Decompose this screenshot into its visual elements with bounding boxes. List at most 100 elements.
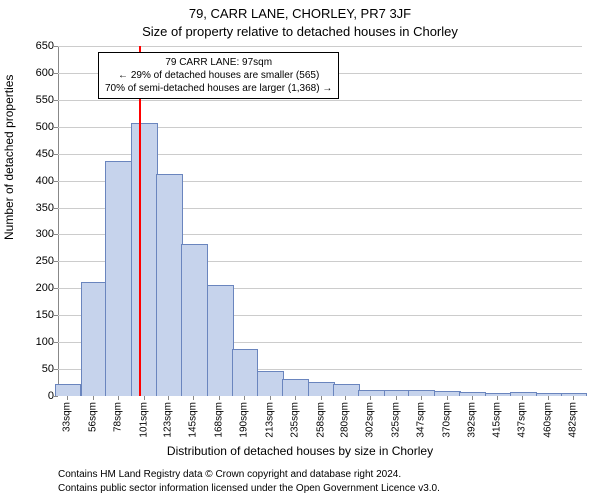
- x-tick-mark: [447, 396, 448, 400]
- x-tick-label: 123sqm: [163, 402, 174, 438]
- histogram-bar: [510, 392, 537, 396]
- y-tick-mark: [54, 73, 58, 74]
- x-tick-mark: [270, 396, 271, 400]
- x-tick-mark: [144, 396, 145, 400]
- y-tick-label: 400: [36, 175, 54, 187]
- y-tick-label: 550: [36, 94, 54, 106]
- histogram-bar: [181, 244, 208, 396]
- y-tick-mark: [54, 369, 58, 370]
- x-tick-mark: [219, 396, 220, 400]
- x-tick-mark: [472, 396, 473, 400]
- x-axis-label: Distribution of detached houses by size …: [0, 444, 600, 458]
- x-tick-label: 258sqm: [315, 402, 326, 438]
- histogram-bar: [81, 282, 108, 396]
- x-tick-label: 33sqm: [62, 402, 73, 432]
- y-tick-mark: [54, 208, 58, 209]
- histogram-bar: [131, 123, 158, 396]
- y-tick-label: 600: [36, 67, 54, 79]
- x-tick-label: 325sqm: [391, 402, 402, 438]
- histogram-bar: [434, 391, 461, 396]
- gridline: [58, 100, 582, 101]
- histogram-bar: [232, 349, 259, 396]
- histogram-bar: [485, 393, 512, 396]
- x-tick-label: 437sqm: [517, 402, 528, 438]
- y-tick-label: 0: [48, 390, 54, 402]
- y-axis-label: Number of detached properties: [2, 75, 16, 240]
- x-tick-mark: [370, 396, 371, 400]
- x-tick-mark: [497, 396, 498, 400]
- x-tick-label: 145sqm: [188, 402, 199, 438]
- x-tick-mark: [295, 396, 296, 400]
- x-tick-label: 190sqm: [238, 402, 249, 438]
- x-tick-label: 78sqm: [112, 402, 123, 432]
- y-tick-mark: [54, 46, 58, 47]
- y-tick-mark: [54, 288, 58, 289]
- subtitle: Size of property relative to detached ho…: [0, 24, 600, 39]
- y-tick-label: 650: [36, 40, 54, 52]
- x-tick-mark: [244, 396, 245, 400]
- plot-area: 0501001502002503003504004505005506006503…: [58, 46, 582, 396]
- y-tick-label: 200: [36, 282, 54, 294]
- histogram-bar: [105, 161, 132, 396]
- x-tick-mark: [168, 396, 169, 400]
- callout-line-3: 70% of semi-detached houses are larger (…: [105, 82, 332, 95]
- y-tick-mark: [54, 342, 58, 343]
- x-tick-mark: [93, 396, 94, 400]
- histogram-bar: [408, 390, 435, 396]
- y-tick-mark: [54, 396, 58, 397]
- footer-line-2: Contains public sector information licen…: [58, 483, 440, 494]
- x-tick-label: 280sqm: [340, 402, 351, 438]
- x-tick-label: 213sqm: [264, 402, 275, 438]
- x-tick-mark: [522, 396, 523, 400]
- y-tick-label: 300: [36, 228, 54, 240]
- x-tick-label: 347sqm: [415, 402, 426, 438]
- x-tick-label: 460sqm: [543, 402, 554, 438]
- y-tick-mark: [54, 261, 58, 262]
- y-tick-label: 450: [36, 148, 54, 160]
- y-tick-label: 250: [36, 255, 54, 267]
- callout-box: 79 CARR LANE: 97sqm ← 29% of detached ho…: [98, 52, 339, 99]
- x-tick-mark: [548, 396, 549, 400]
- x-tick-label: 56sqm: [87, 402, 98, 432]
- x-tick-mark: [421, 396, 422, 400]
- gridline: [58, 46, 582, 47]
- y-tick-mark: [54, 315, 58, 316]
- y-tick-label: 50: [42, 363, 54, 375]
- y-tick-mark: [54, 181, 58, 182]
- y-axis-line: [58, 46, 59, 396]
- y-tick-mark: [54, 100, 58, 101]
- x-tick-label: 168sqm: [214, 402, 225, 438]
- y-tick-label: 350: [36, 202, 54, 214]
- chart-container: 79, CARR LANE, CHORLEY, PR7 3JF Size of …: [0, 0, 600, 500]
- x-tick-label: 370sqm: [441, 402, 452, 438]
- x-tick-label: 235sqm: [289, 402, 300, 438]
- x-tick-label: 302sqm: [365, 402, 376, 438]
- histogram-bar: [308, 382, 335, 396]
- x-tick-mark: [193, 396, 194, 400]
- histogram-bar: [333, 384, 360, 396]
- address-title: 79, CARR LANE, CHORLEY, PR7 3JF: [0, 6, 600, 21]
- y-tick-label: 500: [36, 121, 54, 133]
- x-tick-label: 101sqm: [138, 402, 149, 438]
- y-tick-mark: [54, 127, 58, 128]
- y-tick-label: 100: [36, 336, 54, 348]
- footer-line-1: Contains HM Land Registry data © Crown c…: [58, 469, 401, 480]
- x-tick-mark: [321, 396, 322, 400]
- x-tick-mark: [573, 396, 574, 400]
- x-tick-mark: [345, 396, 346, 400]
- histogram-bar: [55, 384, 82, 396]
- histogram-bar: [536, 393, 563, 396]
- y-tick-label: 150: [36, 309, 54, 321]
- x-tick-mark: [67, 396, 68, 400]
- x-tick-label: 392sqm: [466, 402, 477, 438]
- x-tick-label: 415sqm: [492, 402, 503, 438]
- histogram-bar: [207, 285, 234, 396]
- histogram-bar: [358, 390, 385, 396]
- callout-line-1: 79 CARR LANE: 97sqm: [105, 56, 332, 69]
- x-tick-mark: [396, 396, 397, 400]
- histogram-bar: [257, 371, 284, 396]
- y-tick-mark: [54, 234, 58, 235]
- callout-line-2: ← 29% of detached houses are smaller (56…: [105, 69, 332, 82]
- y-tick-mark: [54, 154, 58, 155]
- x-tick-label: 482sqm: [567, 402, 578, 438]
